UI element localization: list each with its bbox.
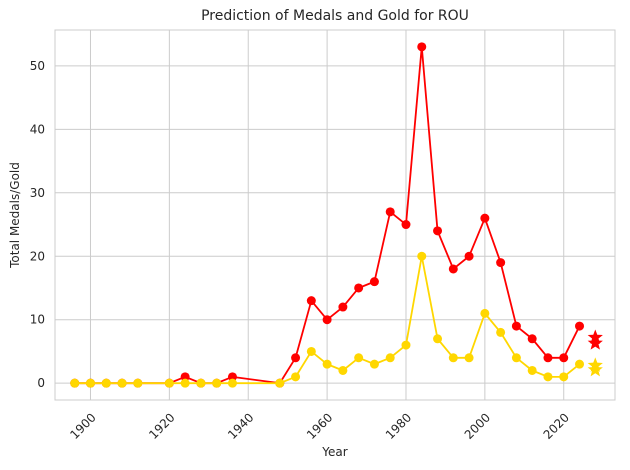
data-point <box>180 378 190 388</box>
plot-frame <box>54 29 616 401</box>
x-tick-labels: 1900 1920 1940 1960 1980 2000 2020 <box>67 410 572 441</box>
data-point <box>480 213 490 223</box>
data-point <box>322 359 332 369</box>
data-point <box>385 353 395 363</box>
data-point <box>354 353 364 363</box>
data-point <box>527 334 537 344</box>
data-point <box>575 359 585 369</box>
data-point <box>559 353 569 363</box>
data-point <box>338 302 348 312</box>
data-point <box>227 372 237 382</box>
data-point <box>401 340 411 350</box>
y-tick-label: 0 <box>37 376 45 390</box>
x-tick-label: 2000 <box>462 410 493 441</box>
data-point <box>385 207 395 217</box>
x-tick-label: 2020 <box>541 410 572 441</box>
x-tick-label: 1980 <box>383 410 414 441</box>
y-tick-labels: 0 10 20 30 40 50 <box>30 59 45 390</box>
data-point <box>543 372 553 382</box>
data-point <box>338 365 348 375</box>
data-point <box>417 42 427 52</box>
data-point <box>369 277 379 287</box>
y-tick-label: 20 <box>30 249 45 263</box>
data-point <box>227 378 237 388</box>
data-point <box>527 365 537 375</box>
data-point <box>417 251 427 261</box>
data-point <box>496 327 506 337</box>
data-point <box>70 378 80 388</box>
y-tick-label: 30 <box>30 186 45 200</box>
x-tick-label: 1960 <box>304 410 335 441</box>
data-point <box>448 264 458 274</box>
x-tick-label: 1920 <box>146 410 177 441</box>
data-point <box>180 372 190 382</box>
data-point <box>133 378 143 388</box>
prediction-star-marker <box>587 335 603 350</box>
data-point <box>275 378 285 388</box>
series-1 <box>70 251 603 388</box>
data-point <box>401 220 411 230</box>
data-point <box>433 334 443 344</box>
data-point <box>511 353 521 363</box>
plot-background <box>55 30 615 400</box>
y-axis-label: Total Medals/Gold <box>8 162 22 269</box>
data-point <box>496 258 506 268</box>
y-tick-label: 40 <box>30 122 45 136</box>
data-point <box>212 378 222 388</box>
data-point <box>511 321 521 331</box>
x-tick-label: 1940 <box>225 410 256 441</box>
data-point <box>101 378 111 388</box>
series-line <box>74 255 581 385</box>
data-point <box>117 378 127 388</box>
data-point <box>291 372 301 382</box>
data-point <box>464 251 474 261</box>
data-point <box>464 353 474 363</box>
x-axis-label: Year <box>321 445 347 459</box>
data-point <box>575 321 585 331</box>
data-point <box>85 378 95 388</box>
data-point <box>433 226 443 236</box>
prediction-star-marker <box>587 361 603 377</box>
data-point <box>480 308 490 318</box>
data-point <box>196 378 206 388</box>
data-point <box>448 353 458 363</box>
y-tick-label: 50 <box>30 59 45 73</box>
data-point <box>306 346 316 356</box>
y-tick-label: 10 <box>30 313 45 327</box>
data-point <box>164 378 174 388</box>
data-point <box>559 372 569 382</box>
data-point <box>543 353 553 363</box>
data-point <box>291 353 301 363</box>
data-point <box>354 283 364 293</box>
data-point <box>306 296 316 306</box>
x-tick-label: 1900 <box>67 410 98 441</box>
data-point <box>322 315 332 325</box>
chart-title: Prediction of Medals and Gold for ROU <box>201 8 469 24</box>
series-layer <box>70 42 603 388</box>
data-point <box>369 359 379 369</box>
